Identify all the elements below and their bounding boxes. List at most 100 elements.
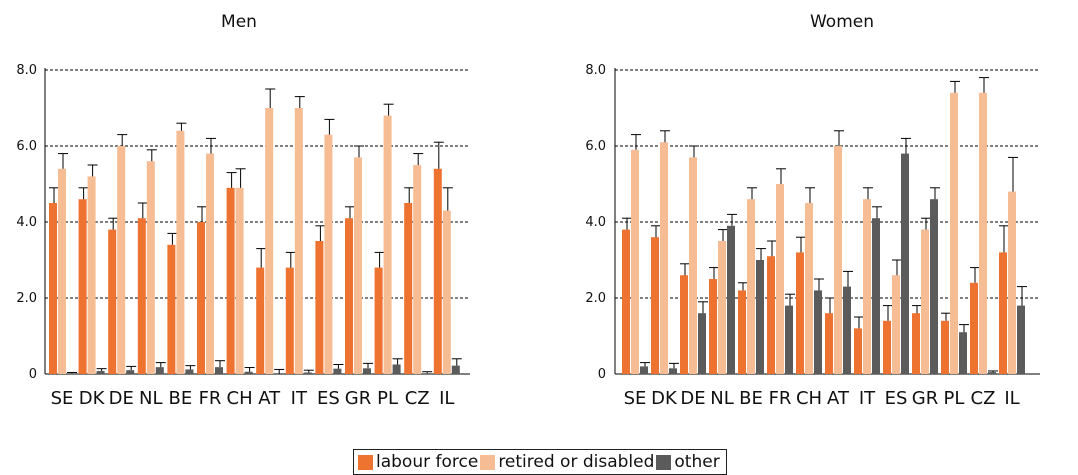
men-errorbar-other-it	[303, 369, 314, 373]
men-errorbar-labour-force-de	[108, 217, 119, 230]
men-errorbar-other-be	[185, 365, 196, 370]
women-errorbar-other-es	[901, 137, 911, 154]
men-errorbar-other-il	[451, 358, 462, 366]
women-errorbar-other-il	[1017, 286, 1027, 306]
legend-swatch-labour-force	[358, 454, 373, 470]
legend-item-other: other	[656, 452, 720, 472]
men-bar-other-cz	[422, 373, 431, 374]
women-errorbar-retired-or-disabled-se	[631, 134, 641, 150]
men-bar-labour-force-nl	[137, 218, 146, 374]
men-errorbar-labour-force-es	[315, 225, 326, 241]
men-bar-retired-or-disabled-es	[324, 134, 333, 374]
women-bar-labour-force-dk	[651, 237, 659, 374]
women-bar-labour-force-nl	[709, 279, 717, 374]
women-errorbar-other-ch	[814, 278, 824, 291]
men-x-tick-label-at: AT	[258, 388, 281, 409]
women-errorbar-labour-force-it	[854, 316, 864, 329]
men-errorbar-labour-force-nl	[137, 202, 148, 219]
men-errorbar-retired-or-disabled-es	[324, 118, 335, 135]
women-y-tick-label: 2.0	[585, 291, 606, 306]
women-bar-retired-or-disabled-be	[747, 199, 755, 374]
women-x-tick-label-it: IT	[859, 388, 876, 409]
women-errorbar-other-be	[756, 248, 766, 260]
women-errorbar-labour-force-cz	[970, 267, 980, 283]
legend-swatch-retired-or-disabled	[480, 454, 496, 470]
women-x-tick-label-dk: DK	[651, 388, 678, 409]
men-x-tick-label-it: IT	[291, 388, 308, 409]
men-bar-other-se	[67, 373, 75, 374]
women-bar-labour-force-it	[854, 328, 862, 374]
women-bar-labour-force-cz	[970, 282, 978, 374]
women-errorbar-retired-or-disabled-it	[863, 187, 873, 200]
women-bar-other-pl	[959, 332, 967, 374]
men-bar-other-de	[126, 370, 135, 374]
men-errorbar-retired-or-disabled-fr	[206, 137, 216, 154]
women-bar-retired-or-disabled-es	[892, 275, 900, 374]
men-chart-panel: Men 0 2.0 4.0 6.0 8.0 SE DK DE NL BE FR CH AT IT ES GR P…	[16, 12, 470, 409]
men-y-tick-label: 8.0	[16, 63, 37, 78]
women-bar-labour-force-be	[738, 290, 746, 374]
women-bar-retired-or-disabled-cz	[979, 92, 987, 375]
men-errorbar-labour-force-at	[256, 248, 267, 268]
women-errorbar-retired-or-disabled-fr	[776, 168, 786, 184]
men-bar-other-il	[451, 365, 460, 374]
men-errorbar-labour-force-se	[49, 187, 59, 203]
women-errorbar-other-dk	[669, 362, 679, 369]
women-errorbar-other-de	[698, 301, 708, 314]
women-errorbar-labour-force-nl	[709, 267, 719, 279]
men-bar-retired-or-disabled-gr	[354, 157, 362, 374]
women-bar-other-be	[756, 260, 764, 374]
men-x-tick-label-dk: DK	[79, 388, 106, 409]
women-errorbar-retired-or-disabled-gr	[921, 217, 931, 230]
women-bar-other-nl	[727, 225, 735, 374]
women-bar-retired-or-disabled-ch	[805, 203, 813, 374]
women-errorbar-labour-force-es	[883, 305, 893, 321]
men-y-tick-label: 6.0	[16, 139, 37, 154]
women-bar-labour-force-ch	[796, 252, 804, 374]
women-bar-labour-force-gr	[912, 313, 920, 374]
men-errorbar-retired-or-disabled-cz	[413, 153, 424, 165]
women-x-tick-label-de: DE	[680, 388, 705, 409]
women-errorbar-other-gr	[930, 187, 940, 200]
men-bar-labour-force-be	[167, 244, 176, 374]
women-bar-retired-or-disabled-gr	[921, 229, 929, 374]
women-y-tick-label: 0	[598, 367, 606, 382]
men-errorbar-retired-or-disabled-gr	[354, 145, 364, 158]
men-errorbar-retired-or-disabled-dk	[87, 164, 98, 177]
women-errorbar-retired-or-disabled-cz	[979, 77, 989, 93]
women-bar-retired-or-disabled-de	[689, 157, 697, 374]
women-errorbar-labour-force-at	[825, 297, 835, 314]
women-errorbar-labour-force-il	[999, 225, 1009, 253]
men-errorbar-labour-force-il	[433, 141, 444, 169]
women-x-tick-label-pl: PL	[944, 388, 965, 409]
men-bar-retired-or-disabled-de	[117, 146, 126, 374]
men-errorbar-retired-or-disabled-pl	[383, 103, 394, 116]
men-y-tick-label: 0	[29, 367, 37, 382]
men-x-tick-label-il: IL	[439, 388, 454, 409]
women-x-tick-label-se: SE	[624, 388, 647, 409]
women-bar-retired-or-disabled-dk	[660, 142, 668, 374]
women-chart-panel: Women 0 2.0 4.0 6.0 8.0 SE DK DE NL BE FR CH AT IT ES G…	[585, 12, 1040, 409]
women-bar-other-il	[1017, 305, 1025, 374]
men-bar-labour-force-ch	[226, 187, 235, 374]
men-x-tick-label-be: BE	[169, 388, 193, 409]
men-bar-labour-force-de	[108, 229, 117, 374]
men-bar-other-ch	[244, 371, 253, 374]
women-errorbar-retired-or-disabled-es	[892, 259, 902, 276]
women-bar-labour-force-pl	[941, 320, 949, 374]
men-bar-retired-or-disabled-pl	[383, 115, 392, 374]
men-bar-labour-force-cz	[404, 203, 413, 374]
men-bar-other-gr	[363, 368, 371, 374]
women-errorbar-retired-or-disabled-pl	[950, 80, 960, 93]
women-bar-retired-or-disabled-nl	[718, 241, 726, 374]
legend-label-other: other	[674, 452, 720, 472]
men-errorbar-other-de	[126, 365, 137, 371]
women-bar-other-gr	[930, 199, 938, 374]
men-bar-labour-force-il	[433, 168, 442, 374]
women-chart-title: Women	[810, 12, 874, 32]
women-bar-labour-force-il	[999, 252, 1007, 374]
men-x-tick-label-gr: GR	[345, 388, 371, 409]
women-errorbar-other-se	[640, 362, 650, 367]
men-errorbar-retired-or-disabled-ch	[235, 168, 246, 188]
